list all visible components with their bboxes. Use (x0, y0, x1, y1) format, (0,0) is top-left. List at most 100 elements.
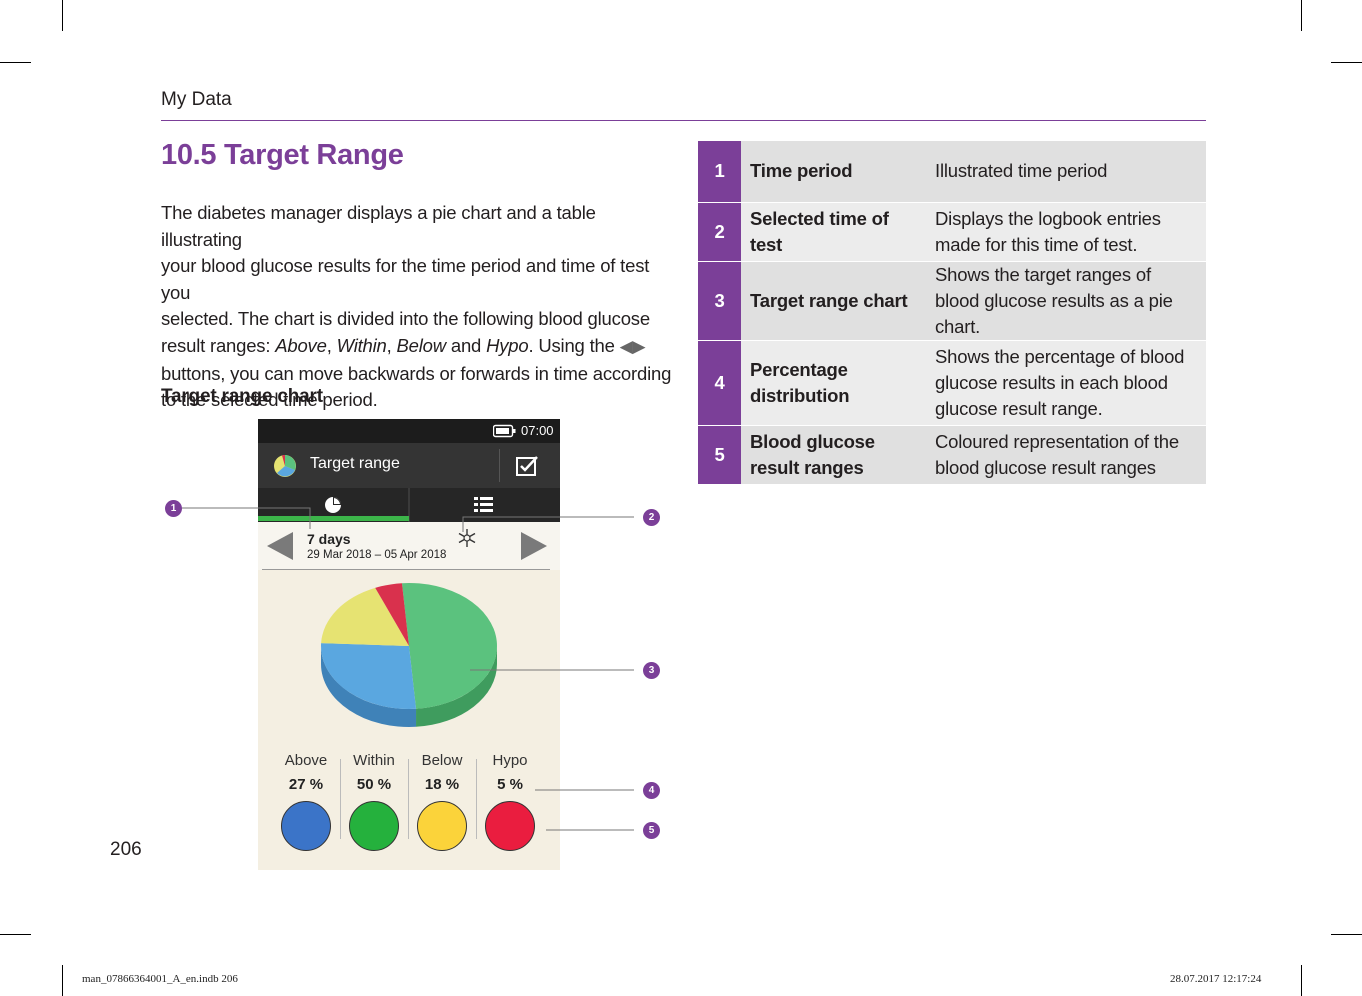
intro-text: and (445, 334, 487, 356)
period-navigation: 7 days 29 Mar 2018 – 05 Apr 2018 (258, 522, 560, 570)
pie-slice-below (321, 587, 409, 646)
table-row: 5 Blood glucose result ranges Coloured r… (698, 425, 1206, 485)
legend-percent-below: 18 % (424, 776, 460, 793)
legend-divider (340, 759, 341, 839)
row-term: Selected time of test (741, 202, 926, 262)
row-description: Shows the percentage of blood glucose re… (926, 340, 1206, 426)
row-description: Coloured representation of the blood glu… (926, 425, 1206, 485)
row-number: 4 (698, 340, 741, 426)
header-rule (161, 120, 1206, 121)
callout-5: 5 (643, 822, 660, 839)
legend-swatch-hypo (485, 801, 535, 851)
legend-percent-above: 27 % (288, 776, 324, 793)
tab-chart-view[interactable] (258, 488, 409, 522)
legend-label-above: Above (284, 752, 328, 769)
section-label: My Data (161, 89, 232, 110)
legend-divider (476, 759, 477, 839)
subheading: Target range chart (161, 386, 323, 407)
time-of-test-icon (458, 529, 476, 547)
crop-mark (62, 0, 63, 31)
row-description: Shows the target ranges of blood glucose… (926, 261, 1206, 341)
previous-period-button[interactable] (266, 531, 298, 563)
footer-file: man_07866364001_A_en.indb 206 (82, 973, 238, 985)
crop-mark (62, 965, 63, 996)
table-row: 1 Time period Illustrated time period (698, 141, 1206, 203)
range-below-term: Below (396, 334, 447, 356)
row-term: Target range chart (741, 261, 926, 341)
app-title: Target range (310, 455, 400, 472)
target-range-pie-chart (321, 583, 497, 727)
pie-slice-above (321, 643, 417, 709)
legend-label-hypo: Hypo (492, 752, 528, 769)
right-arrow-icon: ▶ (632, 336, 646, 356)
app-bar: Target range (258, 443, 560, 488)
legend-swatch-within (349, 801, 399, 851)
checkbox-icon (516, 456, 538, 476)
date-range: 29 Mar 2018 – 05 Apr 2018 (307, 549, 447, 561)
legend-label-within: Within (353, 752, 395, 769)
status-time: 07:00 (521, 423, 554, 438)
confirm-button[interactable] (511, 450, 543, 482)
device-screenshot: 07:00 Target range (258, 419, 560, 870)
active-tab-indicator (258, 516, 409, 521)
row-number: 1 (698, 141, 741, 203)
pie-slice-within (401, 583, 497, 709)
arrow-right-icon (521, 532, 547, 560)
pie-slice-hypo (375, 583, 409, 646)
tab-list-view[interactable] (410, 488, 560, 522)
row-number: 5 (698, 425, 741, 485)
pie-side-above (321, 646, 417, 727)
app-bar-divider (499, 449, 500, 482)
tab-divider (408, 488, 410, 522)
left-arrow-icon: ◀ (619, 336, 633, 356)
list-view-icon (474, 497, 493, 512)
crop-mark (0, 934, 31, 935)
callout-2: 2 (643, 509, 660, 526)
intro-line: The diabetes manager displays a pie char… (161, 202, 596, 250)
range-above-term: Above (275, 334, 327, 356)
intro-text: result ranges: (161, 334, 276, 356)
page-number: 206 (110, 839, 142, 860)
status-bar: 07:00 (258, 419, 560, 443)
callout-1: 1 (165, 500, 182, 517)
pie-view-icon (325, 497, 341, 513)
range-within-term: Within (336, 334, 387, 356)
callout-leaders (182, 507, 634, 831)
period-label: 7 days (307, 531, 351, 547)
callout-3: 3 (643, 662, 660, 679)
crop-mark (1331, 934, 1362, 935)
table-row: 2 Selected time of test Displays the log… (698, 202, 1206, 262)
row-number: 3 (698, 261, 741, 341)
legend-percent-hypo: 5 % (497, 776, 523, 793)
row-term: Time period (741, 141, 926, 203)
next-period-button[interactable] (520, 531, 552, 563)
pie-side-within (416, 646, 497, 727)
intro-line: buttons, you can move backwards or forwa… (161, 362, 672, 384)
table-row: 3 Target range chart Shows the target ra… (698, 261, 1206, 341)
arrow-left-icon (267, 532, 293, 560)
battery-icon (493, 424, 516, 438)
legend-swatch-below (417, 801, 467, 851)
legend-label-below: Below (421, 752, 463, 769)
pie-chart-icon (274, 454, 296, 477)
row-number: 2 (698, 202, 741, 262)
intro-line: to the selected time period. (161, 389, 378, 411)
annotation-table: 1 Time period Illustrated time period 2 … (698, 141, 1206, 485)
footer-date: 28.07.2017 12:17:24 (1170, 973, 1262, 985)
intro-line: your blood glucose results for the time … (161, 255, 650, 303)
callout-4: 4 (643, 782, 660, 799)
navigation-divider (262, 569, 550, 570)
intro-paragraph: The diabetes manager displays a pie char… (161, 200, 673, 414)
row-term: Blood glucose result ranges (741, 425, 926, 485)
crop-mark (1301, 965, 1302, 996)
crop-mark (0, 62, 31, 63)
intro-line: result ranges: Above, Within, Below and … (161, 334, 646, 356)
range-hypo-term: Hypo (486, 334, 529, 356)
crop-mark (1331, 62, 1362, 63)
crop-mark (1301, 0, 1302, 31)
row-term: Percentage distribution (741, 340, 926, 426)
page-title: 10.5 Target Range (161, 139, 404, 171)
intro-text: . Using the (528, 334, 620, 356)
intro-line: selected. The chart is divided into the … (161, 308, 650, 330)
legend-swatch-above (281, 801, 331, 851)
